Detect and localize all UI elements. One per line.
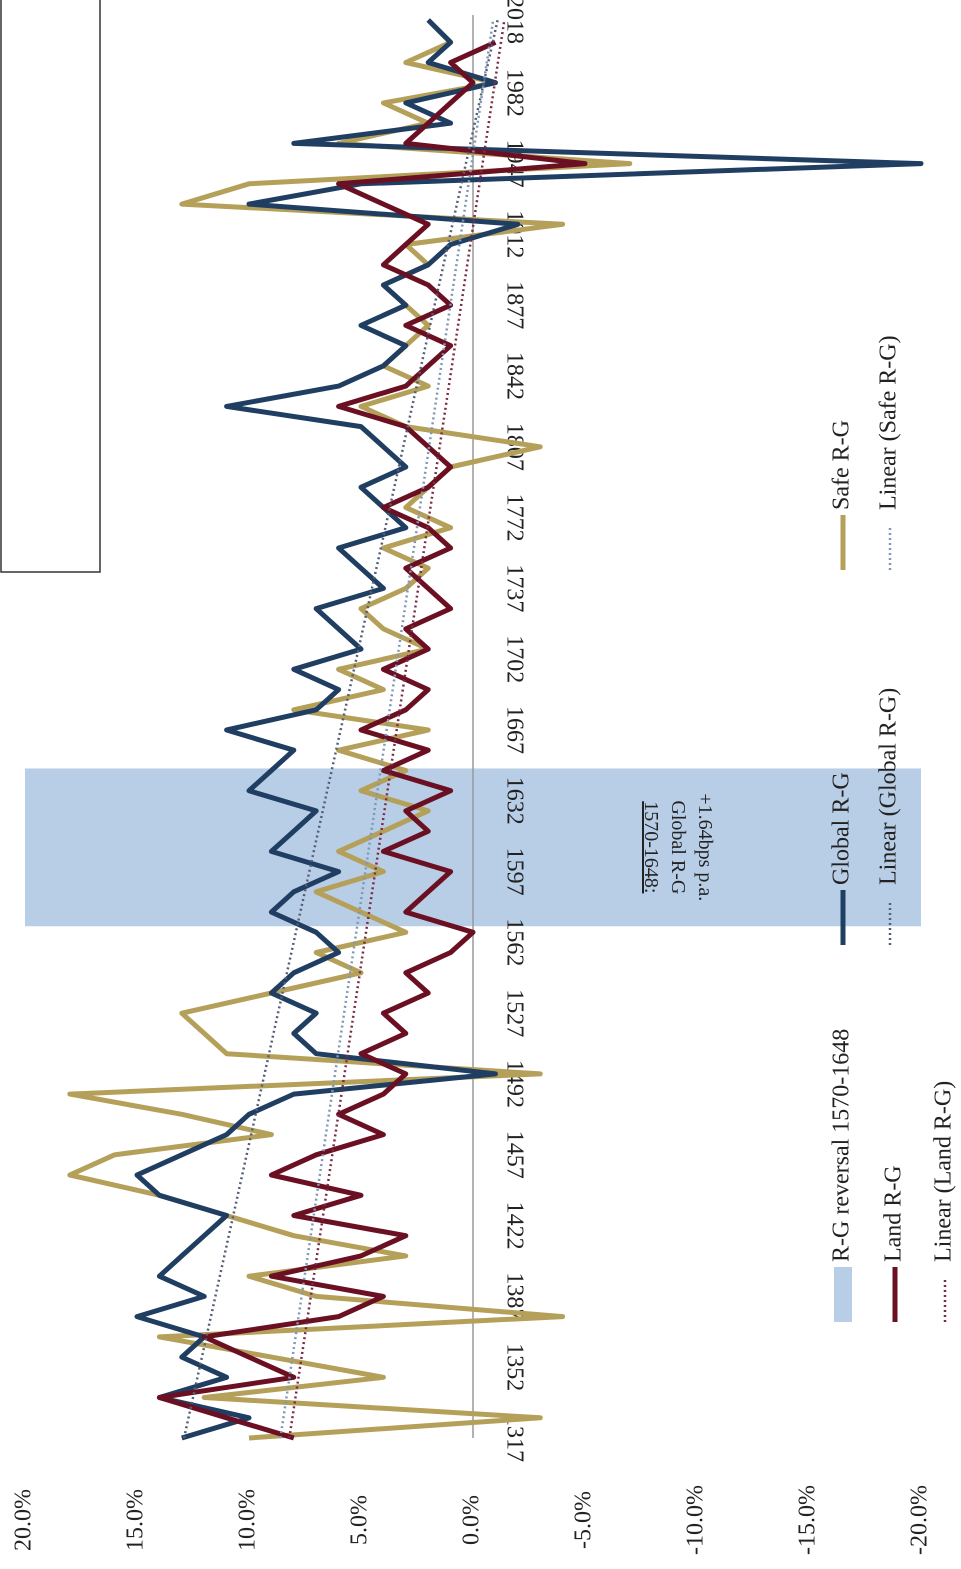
y-tick-label: -15.0% (795, 1485, 821, 1555)
x-tick-label: 1912 (501, 210, 527, 258)
x-tick-label: 1352 (501, 1343, 527, 1391)
y-tick-label: 10.0% (235, 1489, 261, 1551)
y-tick-label: 0.0% (459, 1495, 485, 1545)
x-tick-label: 1492 (501, 1060, 527, 1108)
legend: R-G reversal 1570-1648 Global R-G Safe R-G… (829, 335, 957, 1322)
annotation-box: Global R-G trend fall: -1.12 bps p.a.“Sa… (0, 0, 101, 573)
legend-item: Safe R-G (829, 420, 855, 570)
legend-label: Safe R-G (829, 420, 855, 510)
legend-label: Linear (Global R-G) (876, 688, 902, 885)
legend-item: Linear (Global R-G) (876, 688, 902, 945)
y-tick-label: 5.0% (347, 1495, 373, 1545)
trendline-linear-safe-r-g- (279, 19, 495, 1439)
band-annotation-line: 1570-1648: (640, 801, 662, 893)
x-tick-label: 1527 (501, 989, 527, 1037)
x-tick-label: 1562 (501, 918, 527, 966)
trendline-linear-land-r-g- (288, 19, 506, 1439)
series-global-r-g (134, 18, 924, 1441)
y-tick-label: -20.0% (907, 1485, 933, 1555)
y-tick-label: 15.0% (123, 1489, 149, 1551)
y-tick-label: -5.0% (571, 1491, 597, 1549)
legend-label: Land R-G (881, 1165, 907, 1262)
legend-label: Linear (Land R-G) (931, 1081, 957, 1262)
x-tick-label: 1807 (501, 423, 527, 471)
legend-label: Global R-G (829, 772, 855, 885)
x-tick-label: 1597 (501, 848, 527, 896)
x-tick-label: 1702 (501, 635, 527, 683)
x-tick-label: 1737 (501, 564, 527, 612)
x-tick-label: 1667 (501, 706, 527, 754)
x-tick-label: 1422 (501, 1202, 527, 1250)
legend-item: Land R-G (881, 1165, 907, 1322)
x-tick-label: 1877 (501, 281, 527, 329)
annotation-box-frame (0, 0, 101, 573)
legend-label: Linear (Safe R-G) (876, 335, 902, 510)
x-tick-label: 2018 (501, 0, 527, 44)
y-tick-label: 20.0% (11, 1489, 37, 1551)
band-annotation: 1570-1648: Global R-G +1.64bps p.a. (640, 793, 716, 901)
x-tick-label: 1982 (501, 69, 527, 117)
legend-swatch (834, 1267, 852, 1322)
legend-item: Linear (Land R-G) (931, 1081, 957, 1322)
y-tick-label: -10.0% (683, 1485, 709, 1555)
legend-item: Global R-G (829, 772, 855, 945)
y-tick-labels: 20.0% 15.0% 10.0% 5.0% 0.0% -5.0% -10.0% -15.0%… (11, 1485, 933, 1555)
x-tick-label: 1772 (501, 494, 527, 542)
x-tick-label: 1457 (501, 1131, 527, 1179)
band-annotation-line: Global R-G (667, 800, 689, 894)
x-tick-label: 1842 (501, 352, 527, 400)
legend-item: R-G reversal 1570-1648 (829, 1029, 855, 1322)
x-tick-label: 1632 (501, 777, 527, 825)
legend-label: R-G reversal 1570-1648 (829, 1029, 855, 1262)
legend-item: Linear (Safe R-G) (876, 335, 902, 570)
trendline-linear-global-r-g- (182, 19, 499, 1439)
band-annotation-line: +1.64bps p.a. (694, 793, 716, 901)
